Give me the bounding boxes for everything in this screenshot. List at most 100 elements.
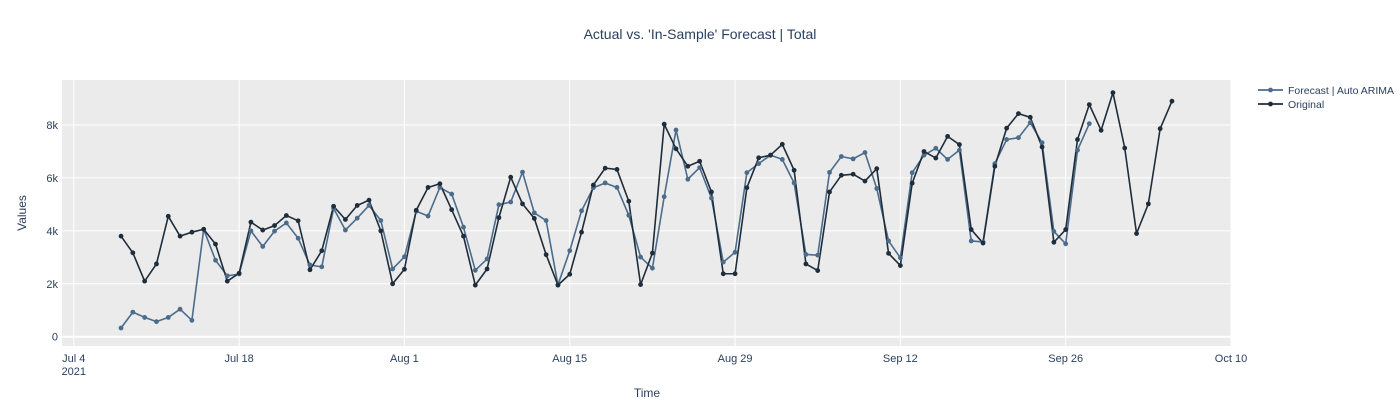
data-point-original[interactable] [968,227,974,232]
data-point-forecast-auto-arima[interactable] [260,244,266,249]
data-point-forecast-auto-arima[interactable] [685,176,691,182]
data-point-forecast-auto-arima[interactable] [472,267,478,273]
data-point-original[interactable] [1039,144,1045,150]
data-point-original[interactable] [449,207,455,213]
data-point-original[interactable] [838,172,844,178]
data-point-forecast-auto-arima[interactable] [130,309,136,315]
data-point-original[interactable] [508,174,514,180]
data-point-original[interactable] [165,213,171,219]
data-point-original[interactable] [945,133,951,139]
data-point-original[interactable] [484,266,490,272]
data-point-original[interactable] [850,171,856,177]
data-point-forecast-auto-arima[interactable] [461,224,466,230]
data-point-forecast-auto-arima[interactable] [803,252,809,257]
data-point-original[interactable] [130,250,136,256]
data-point-original[interactable] [697,158,703,164]
data-point-original[interactable] [236,270,242,276]
data-point-forecast-auto-arima[interactable] [862,150,868,155]
data-point-forecast-auto-arima[interactable] [827,169,832,175]
data-point-original[interactable] [496,215,502,221]
data-point-original[interactable] [614,167,620,172]
data-point-forecast-auto-arima[interactable] [213,257,218,263]
data-point-original[interactable] [331,203,336,209]
data-point-forecast-auto-arima[interactable] [425,213,431,219]
data-point-forecast-auto-arima[interactable] [295,235,301,241]
data-point-original[interactable] [402,266,407,272]
data-point-forecast-auto-arima[interactable] [543,218,549,223]
data-point-original[interactable] [1063,227,1069,232]
data-point-forecast-auto-arima[interactable] [1075,147,1080,153]
data-point-forecast-auto-arima[interactable] [874,186,880,191]
data-point-original[interactable] [579,229,584,235]
data-point-forecast-auto-arima[interactable] [673,127,679,133]
data-point-forecast-auto-arima[interactable] [1051,228,1057,234]
data-point-original[interactable] [768,152,773,158]
data-point-original[interactable] [189,229,195,235]
data-point-forecast-auto-arima[interactable] [744,170,750,176]
data-point-forecast-auto-arima[interactable] [602,180,608,186]
data-point-original[interactable] [307,267,313,273]
data-point-original[interactable] [118,233,124,239]
data-point-forecast-auto-arima[interactable] [531,210,537,216]
data-point-original[interactable] [543,252,549,258]
data-point-original[interactable] [1098,127,1104,133]
data-point-original[interactable] [283,213,289,218]
data-point-forecast-auto-arima[interactable] [154,319,159,325]
data-point-forecast-auto-arima[interactable] [165,315,171,320]
data-point-forecast-auto-arima[interactable] [496,202,502,208]
data-point-forecast-auto-arima[interactable] [118,325,124,331]
data-point-original[interactable] [791,167,797,173]
data-point-forecast-auto-arima[interactable] [921,152,927,158]
data-point-original[interactable] [590,182,596,188]
data-point-forecast-auto-arima[interactable] [709,195,714,201]
data-point-original[interactable] [909,180,915,186]
data-point-forecast-auto-arima[interactable] [177,306,183,312]
data-point-forecast-auto-arima[interactable] [756,161,762,167]
data-point-original[interactable] [933,155,939,161]
data-point-original[interactable] [1086,102,1092,108]
data-point-original[interactable] [555,282,561,288]
legend[interactable]: Forecast | Auto ARIMA Original [1258,85,1394,111]
data-point-original[interactable] [567,271,573,277]
data-point-original[interactable] [992,163,998,169]
data-point-forecast-auto-arima[interactable] [307,262,313,268]
data-point-original[interactable] [1110,90,1116,96]
data-point-forecast-auto-arima[interactable] [791,180,797,186]
data-point-original[interactable] [142,278,148,284]
data-point-original[interactable] [354,203,360,208]
data-point-forecast-auto-arima[interactable] [697,165,703,171]
data-point-original[interactable] [201,226,207,232]
data-point-original[interactable] [874,166,880,172]
data-point-forecast-auto-arima[interactable] [272,228,277,234]
data-point-original[interactable] [248,219,254,225]
data-point-original[interactable] [413,207,419,213]
data-point-forecast-auto-arima[interactable] [1004,137,1010,142]
data-point-forecast-auto-arima[interactable] [508,199,514,205]
data-point-original[interactable] [921,149,927,154]
data-point-forecast-auto-arima[interactable] [779,157,785,162]
data-point-forecast-auto-arima[interactable] [815,252,821,258]
data-point-forecast-auto-arima[interactable] [850,156,856,162]
data-point-original[interactable] [154,261,159,267]
data-point-original[interactable] [957,142,962,147]
data-point-original[interactable] [213,241,218,247]
data-point-original[interactable] [709,189,714,195]
data-point-original[interactable] [390,281,396,287]
data-point-original[interactable] [1157,126,1163,132]
data-point-forecast-auto-arima[interactable] [224,273,230,279]
data-point-original[interactable] [260,227,266,233]
data-point-original[interactable] [650,250,655,256]
data-point-original[interactable] [520,201,525,207]
data-point-forecast-auto-arima[interactable] [933,145,939,151]
data-point-original[interactable] [756,155,762,161]
data-point-original[interactable] [177,233,183,239]
data-point-forecast-auto-arima[interactable] [838,154,844,159]
data-point-forecast-auto-arima[interactable] [402,254,407,260]
data-point-forecast-auto-arima[interactable] [720,259,726,265]
data-point-forecast-auto-arima[interactable] [626,212,632,218]
data-point-forecast-auto-arima[interactable] [319,264,325,270]
data-point-original[interactable] [378,228,384,234]
data-point-original[interactable] [461,233,466,239]
data-point-original[interactable] [732,271,738,277]
data-point-original[interactable] [744,185,750,191]
